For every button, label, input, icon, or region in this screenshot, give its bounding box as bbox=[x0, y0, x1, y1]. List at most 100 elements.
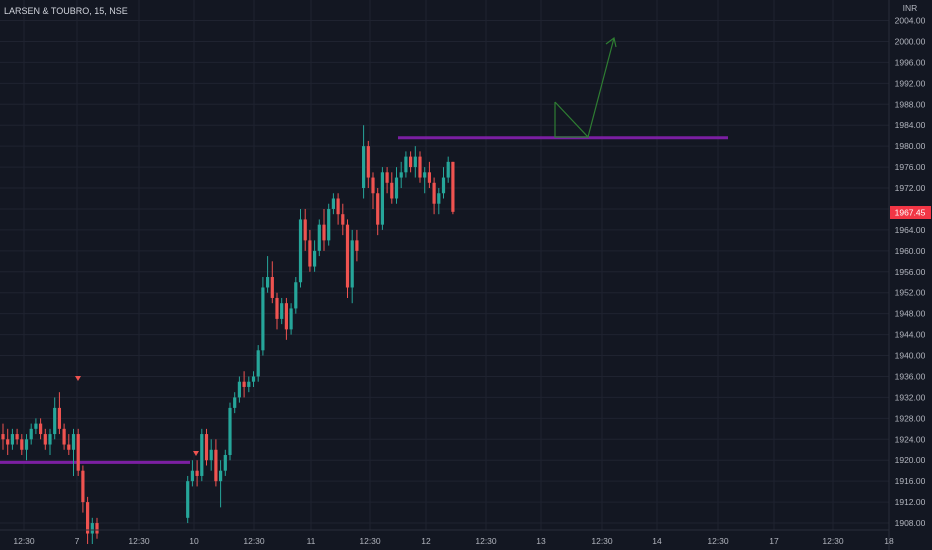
candle-body bbox=[289, 308, 293, 330]
grid-lines bbox=[0, 0, 890, 530]
candle-body bbox=[394, 177, 399, 199]
candle-body bbox=[409, 156, 413, 168]
candle-body bbox=[322, 224, 326, 241]
candle-body bbox=[20, 439, 24, 450]
candle-body bbox=[275, 297, 279, 319]
candle-body bbox=[366, 146, 370, 178]
candle-body bbox=[298, 219, 303, 283]
time-tick-label: 7 bbox=[75, 536, 80, 546]
candle-body bbox=[294, 282, 298, 309]
price-tick-label: 2004.00 bbox=[895, 16, 926, 26]
candle-body bbox=[371, 177, 375, 194]
candle-body bbox=[404, 156, 408, 173]
candle-body bbox=[62, 428, 66, 445]
time-tick-label: 12:30 bbox=[243, 536, 265, 546]
candle-body bbox=[350, 240, 354, 288]
candle-body bbox=[380, 172, 384, 225]
time-tick-label: 10 bbox=[189, 536, 199, 546]
time-tick-label: 12:30 bbox=[13, 536, 35, 546]
candle-body bbox=[256, 350, 260, 377]
time-tick-label: 12:30 bbox=[359, 536, 381, 546]
price-tick-label: 1932.00 bbox=[895, 392, 926, 402]
candle-body bbox=[29, 428, 33, 440]
candles bbox=[1, 125, 455, 544]
price-tick-label: 1924.00 bbox=[895, 434, 926, 444]
candle-body bbox=[355, 240, 359, 251]
price-axis[interactable]: 2004.00 2000.00 1996.00 1992.00 1988.00 1984.… bbox=[895, 16, 926, 529]
candle-body bbox=[195, 470, 199, 476]
candle-body bbox=[308, 240, 312, 267]
candle-body bbox=[43, 434, 47, 445]
candle-body bbox=[327, 208, 331, 241]
price-tick-label: 1956.00 bbox=[895, 267, 926, 277]
candle-body bbox=[446, 161, 450, 178]
price-tick-label: 1964.00 bbox=[895, 225, 926, 235]
candle-body bbox=[10, 434, 14, 445]
triangle-down-icon bbox=[193, 451, 199, 456]
time-tick-label: 12:30 bbox=[591, 536, 613, 546]
time-tick-label: 13 bbox=[536, 536, 546, 546]
price-tick-label: 1928.00 bbox=[895, 413, 926, 423]
candle-body bbox=[204, 434, 209, 461]
price-tick-label: 1952.00 bbox=[895, 288, 926, 298]
time-tick-label: 17 bbox=[769, 536, 779, 546]
candle-body bbox=[266, 277, 270, 288]
candle-body bbox=[251, 376, 256, 382]
candle-body bbox=[67, 444, 71, 450]
time-tick-label: 12 bbox=[421, 536, 431, 546]
candle-body bbox=[190, 470, 194, 482]
candle-body bbox=[280, 303, 284, 319]
candle-body bbox=[228, 407, 232, 456]
candle-body bbox=[427, 172, 431, 183]
candle-body bbox=[413, 156, 417, 168]
candle-body bbox=[437, 193, 441, 204]
candle-body bbox=[186, 481, 190, 518]
candle-body bbox=[76, 434, 80, 471]
candle-body bbox=[341, 214, 345, 225]
candle-body bbox=[390, 182, 394, 199]
candle-body bbox=[385, 172, 389, 183]
candle-body bbox=[313, 250, 317, 267]
candle-body bbox=[432, 182, 436, 204]
candle-body bbox=[441, 177, 446, 194]
candle-body bbox=[317, 224, 321, 251]
price-tick-label: 1976.00 bbox=[895, 162, 926, 172]
time-tick-label: 12:30 bbox=[707, 536, 729, 546]
candle-body bbox=[247, 381, 251, 387]
candle-body bbox=[345, 224, 350, 288]
time-tick-label: 14 bbox=[652, 536, 662, 546]
triangle-down-icon bbox=[75, 376, 81, 381]
candle-body bbox=[399, 172, 403, 178]
arrow-head-icon bbox=[605, 36, 617, 48]
projection-arrow[interactable] bbox=[554, 37, 615, 139]
candle-body bbox=[242, 381, 246, 387]
candle-body bbox=[15, 434, 19, 440]
candle-body bbox=[209, 449, 213, 461]
price-tick-label: 2000.00 bbox=[895, 36, 926, 46]
last-price-badge: 1967.45 bbox=[890, 206, 931, 219]
symbol-title[interactable]: LARSEN & TOUBRO, 15, NSE bbox=[4, 6, 128, 16]
candle-body bbox=[219, 470, 223, 482]
price-tick-label: 1980.00 bbox=[895, 141, 926, 151]
candle-body bbox=[71, 434, 76, 450]
time-tick-label: 12:30 bbox=[128, 536, 150, 546]
signal-markers bbox=[75, 376, 199, 456]
candle-body bbox=[200, 434, 204, 476]
candle-body bbox=[233, 397, 237, 408]
price-tick-label: 1920.00 bbox=[895, 455, 926, 465]
price-tick-label: 1988.00 bbox=[895, 99, 926, 109]
candle-body bbox=[6, 439, 10, 445]
candle-body bbox=[90, 523, 94, 534]
price-tick-label: 1940.00 bbox=[895, 351, 926, 361]
price-tick-label: 1948.00 bbox=[895, 309, 926, 319]
price-tick-label: 1984.00 bbox=[895, 120, 926, 130]
candle-body bbox=[451, 161, 455, 212]
price-tick-label: 1972.00 bbox=[895, 183, 926, 193]
time-tick-label: 12:30 bbox=[475, 536, 497, 546]
candle-body bbox=[270, 277, 274, 298]
candle-body bbox=[284, 303, 288, 330]
time-axis[interactable]: 12:30 7 12:30 10 12:30 11 12:30 12 12:30 13 12:30 1… bbox=[13, 536, 894, 546]
price-tick-label: 1996.00 bbox=[895, 57, 926, 67]
level-lines[interactable] bbox=[0, 136, 728, 464]
